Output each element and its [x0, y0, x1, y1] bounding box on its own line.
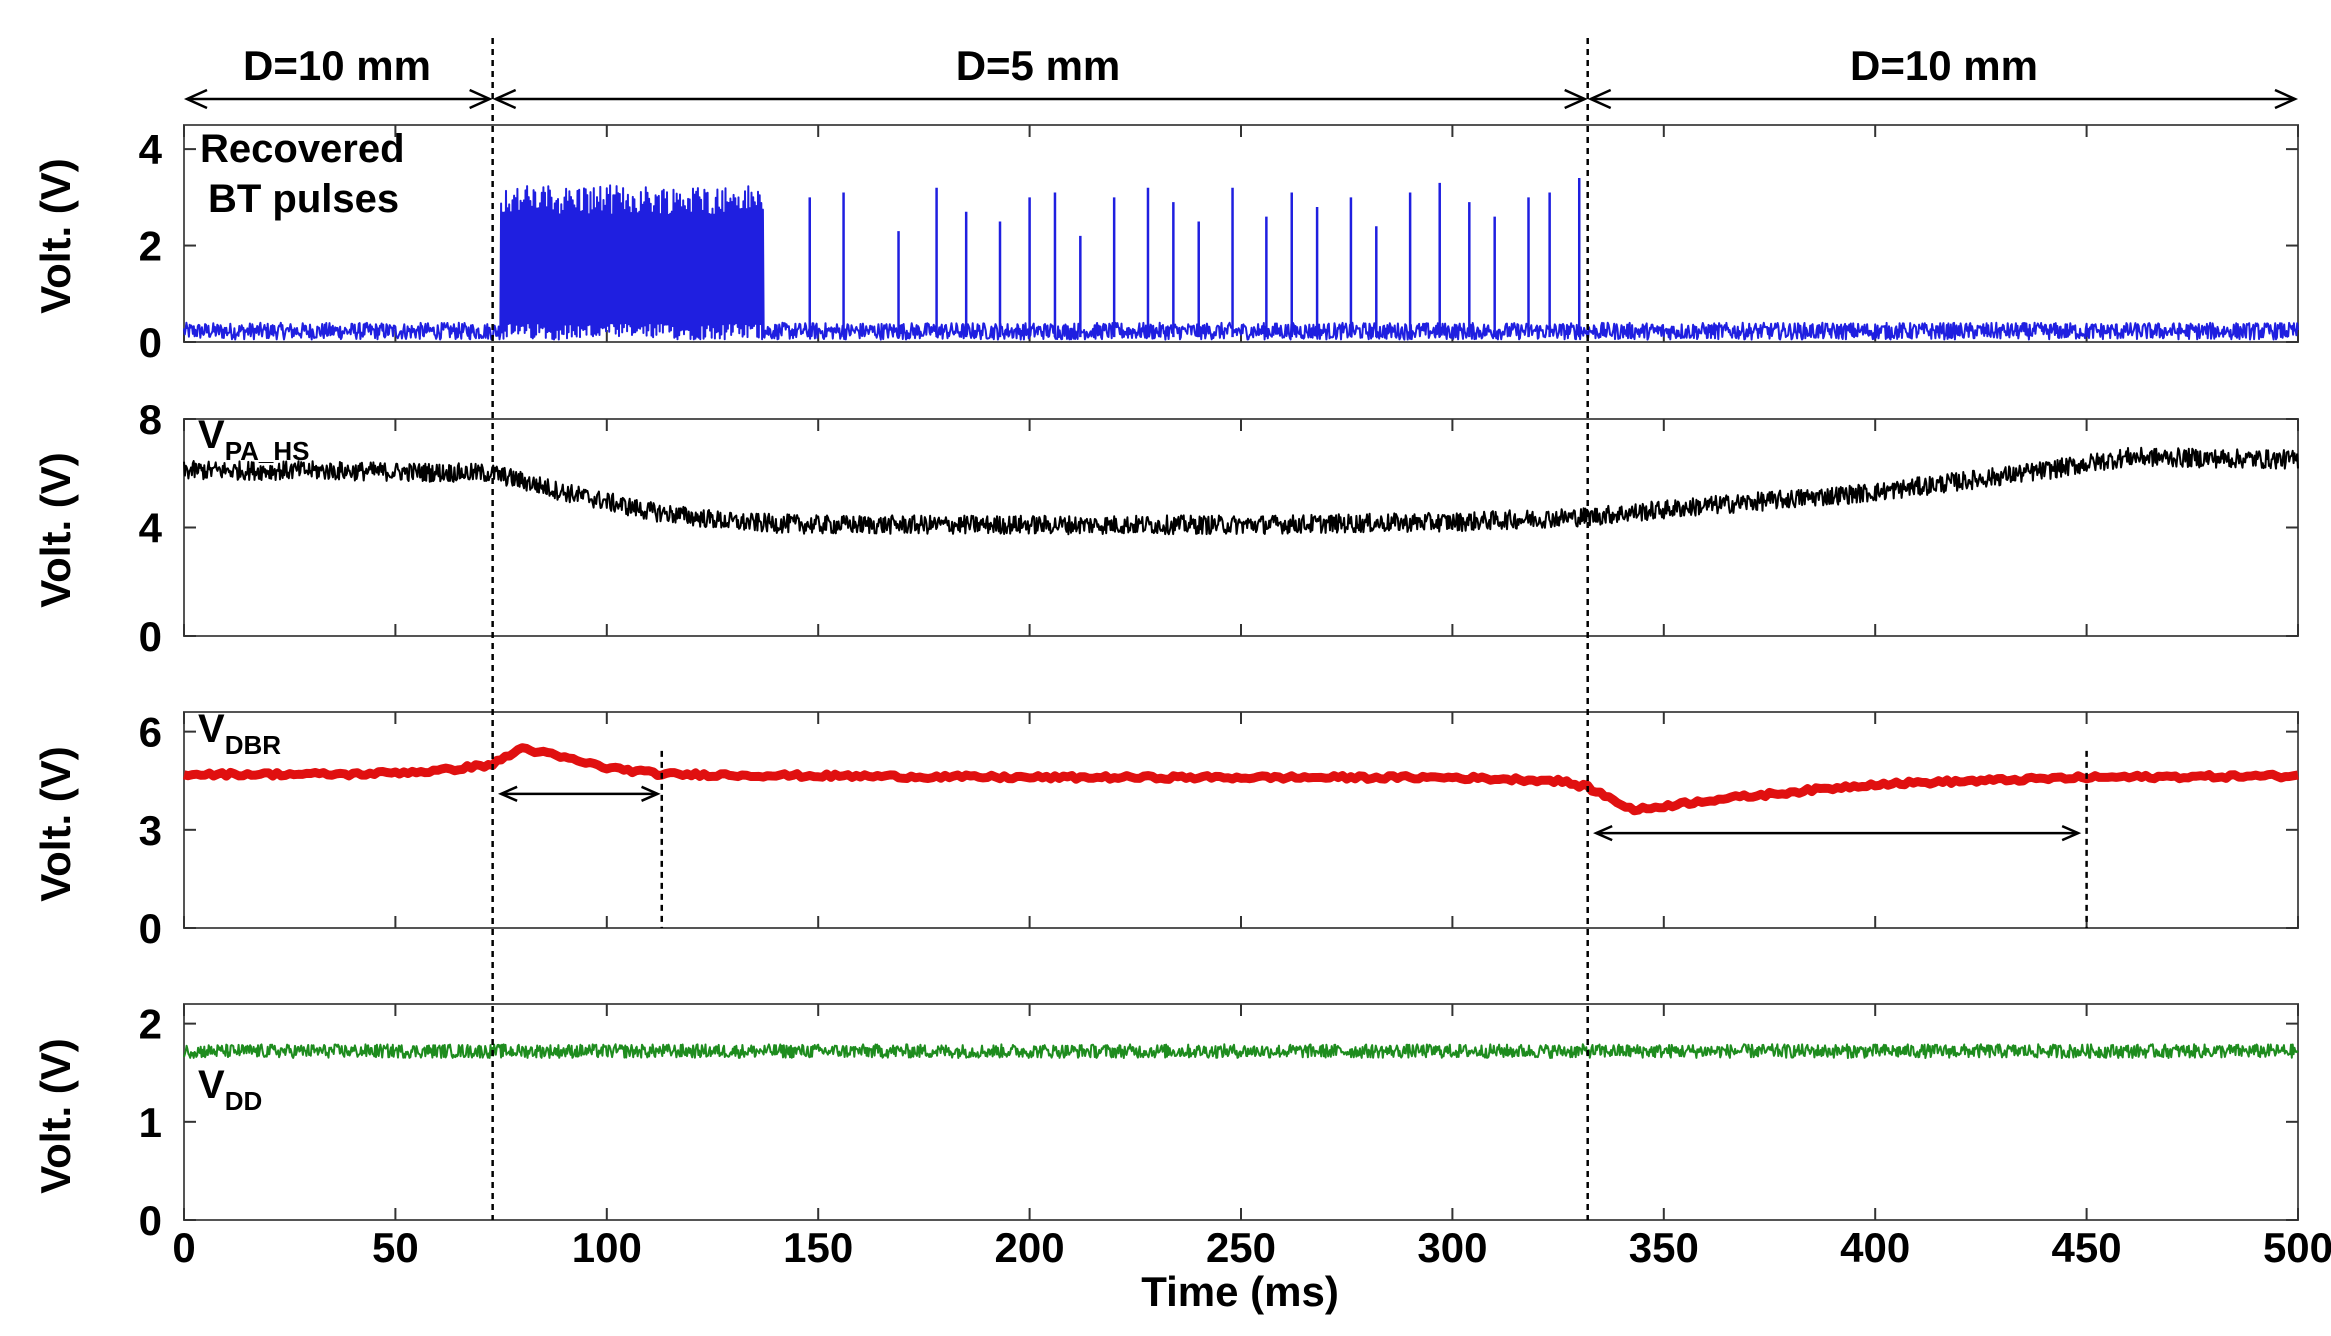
x-tick-label: 50 [372, 1224, 419, 1271]
y-tick-label: 0 [139, 1197, 162, 1244]
y-axis-label: Volt. (V) [32, 158, 79, 314]
y-tick-label: 3 [139, 807, 162, 854]
arrow-head [1564, 88, 1588, 110]
vdd-label-main: V [198, 1063, 225, 1107]
y-tick-label: 6 [139, 709, 162, 756]
region-label: D=10 mm [1850, 42, 2038, 89]
arrow-head [497, 785, 518, 802]
x-tick-label: 150 [783, 1224, 853, 1271]
region-header: D=10 mm D=5 mm D=10 mm [243, 42, 2038, 89]
panel-vdd: Volt. (V) VDD 0 1 2 [32, 1001, 2299, 1244]
arrow-head [1593, 824, 1613, 842]
plot-frame [183, 711, 2299, 929]
vdbr-label-sub: DBR [225, 730, 282, 760]
vdd-label: VDD [198, 1063, 262, 1116]
arrow-head [2274, 88, 2299, 110]
bt-label-line2: BT pulses [208, 177, 399, 221]
arrow-head [492, 88, 517, 110]
vpa-label: VPA_HS [198, 413, 309, 466]
arrow-head [183, 88, 208, 110]
arrow-head [2061, 824, 2082, 842]
vdbr-label: VDBR [198, 707, 281, 760]
y-axis-label: Volt. (V) [32, 1038, 79, 1194]
y-tick-label: 1 [139, 1099, 162, 1146]
y-tick-label: 0 [139, 319, 162, 366]
arrow-head [641, 785, 661, 802]
x-tick-label: 500 [2263, 1224, 2331, 1271]
y-tick-label: 2 [139, 223, 162, 270]
arrow-head [469, 88, 493, 110]
y-axis-label: Volt. (V) [32, 746, 79, 902]
y-tick-label: 4 [139, 126, 163, 173]
x-axis: 0 50 100 150 200 250 300 350 400 450 500 [172, 1224, 2331, 1271]
y-axis-label: Volt. (V) [32, 452, 79, 608]
region-label: D=10 mm [243, 42, 431, 89]
x-axis-label: Time (ms) [1141, 1268, 1339, 1315]
x-tick-label: 250 [1206, 1224, 1276, 1271]
vpa-label-main: V [198, 413, 225, 457]
vpa-label-sub: PA_HS [225, 436, 310, 466]
arrow-head [1587, 88, 1612, 110]
region-label: D=5 mm [956, 42, 1121, 89]
vdd-trace [183, 1043, 2299, 1059]
x-tick-label: 200 [995, 1224, 1065, 1271]
y-tick-label: 0 [139, 905, 162, 952]
vpa-trace [183, 446, 2299, 536]
x-tick-label: 400 [1840, 1224, 1910, 1271]
plot-frame [183, 418, 2299, 637]
x-tick-label: 100 [572, 1224, 642, 1271]
y-tick-label: 8 [139, 396, 162, 443]
y-tick-label: 2 [139, 1001, 162, 1048]
y-tick-label: 0 [139, 613, 162, 660]
x-tick-label: 450 [2052, 1224, 2122, 1271]
vdbr-label-main: V [198, 707, 225, 751]
panel-bt: Volt. (V) Recovered BT pulses 0 2 4 [32, 124, 2299, 366]
x-tick-label: 300 [1417, 1224, 1487, 1271]
bt-pulse-trace [183, 184, 2299, 341]
bt-label-line1: Recovered [200, 127, 405, 171]
plot-frame [183, 1003, 2299, 1221]
vdbr-trace [183, 743, 2299, 816]
x-tick-label: 350 [1629, 1224, 1699, 1271]
panel-vpa: Volt. (V) VPA_HS 0 4 8 [32, 396, 2299, 660]
x-tick-label: 0 [172, 1224, 195, 1271]
vdd-label-sub: DD [225, 1086, 263, 1116]
panel-vdbr: Volt. (V) VDBR 0 3 6 [32, 707, 2299, 952]
y-tick-label: 4 [139, 505, 163, 552]
